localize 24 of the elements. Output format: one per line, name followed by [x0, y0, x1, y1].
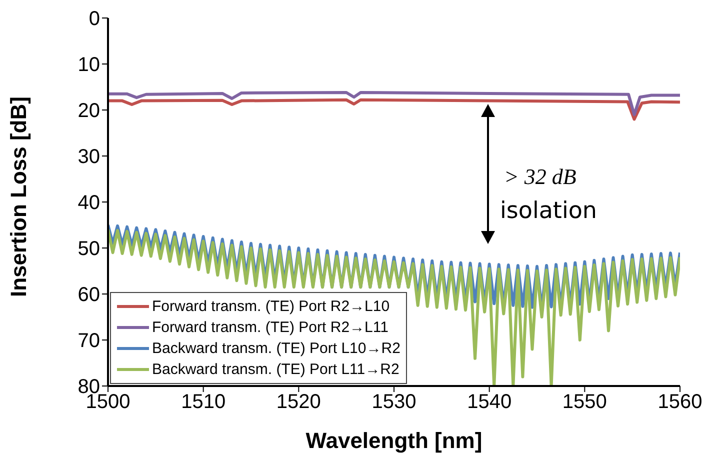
y-tick-label: 70: [78, 330, 100, 352]
x-tick-label: 1530: [372, 391, 416, 414]
y-tick-label: 10: [78, 54, 100, 76]
x-tick-label: 1520: [276, 391, 321, 414]
line-series: [108, 98, 680, 121]
y-tick-label: 40: [78, 192, 100, 214]
y-tick-label: 0: [88, 8, 100, 30]
x-tick-label: 1540: [467, 391, 512, 414]
legend-label: Backward transm. (TE) Port L10→R2: [152, 339, 400, 359]
x-tick-label: 1510: [181, 391, 226, 414]
legend-label: Forward transm. (TE) Port R2→L11: [152, 318, 388, 338]
legend-label: Backward transm. (TE) Port L11→R2: [152, 360, 400, 380]
x-axis-title: Wavelength [nm]: [306, 428, 482, 453]
y-tick-label: 50: [78, 238, 100, 260]
y-axis-title: Insertion Loss [dB]: [6, 96, 31, 297]
y-tick-label: 30: [78, 146, 100, 168]
y-tick-label: 60: [78, 284, 100, 306]
annotation: isolation: [500, 198, 597, 224]
legend-label: Forward transm. (TE) Port R2→L10: [152, 297, 390, 317]
y-tick-label: 20: [78, 100, 100, 122]
x-tick-label: 1560: [658, 391, 702, 414]
annotation: > 32 dB: [504, 164, 576, 189]
line-series: [108, 91, 680, 116]
x-tick-label: 1550: [562, 391, 607, 414]
